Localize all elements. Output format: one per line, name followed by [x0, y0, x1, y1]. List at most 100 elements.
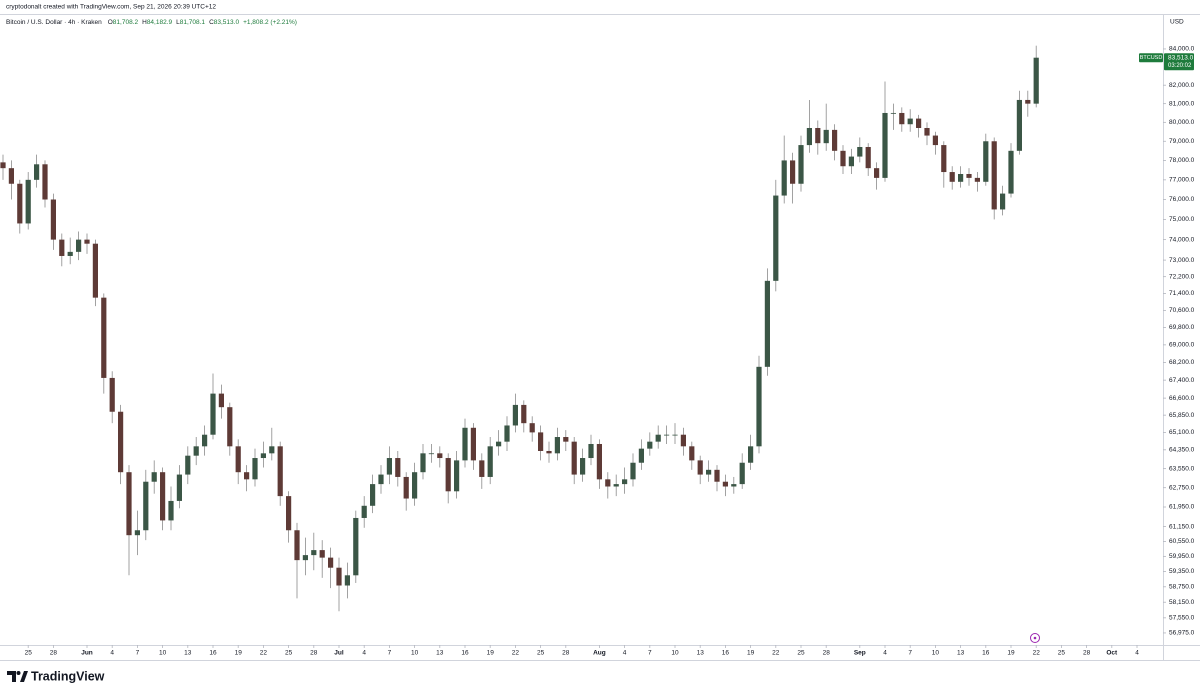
candle-body [504, 425, 510, 442]
candle-body [277, 446, 283, 497]
y-tick-label: 59,350.0 [1169, 568, 1195, 575]
candle-body [109, 377, 115, 412]
candle-body [311, 550, 317, 556]
x-tick-label: 22 [772, 650, 780, 657]
symbol-title: Bitcoin / U.S. Dollar · 4h · Kraken [6, 19, 102, 26]
ohlc-key: O [108, 19, 113, 26]
x-tick-label: 16 [982, 650, 990, 657]
y-tick-label: 80,000.0 [1169, 119, 1195, 126]
candle-body [907, 118, 913, 125]
candle-body [42, 164, 48, 200]
candle-body [832, 129, 838, 151]
x-tick-label: 10 [932, 650, 940, 657]
candle-body [563, 437, 569, 442]
x-tick-label: 4 [623, 650, 627, 657]
candle-body [857, 146, 863, 157]
y-tick-label: 65,850.0 [1169, 412, 1195, 419]
y-tick-label: 68,200.0 [1169, 359, 1195, 366]
candle-body [496, 441, 502, 447]
candle-body [689, 446, 695, 461]
candle-body [445, 458, 451, 492]
x-tick-label: 22 [260, 650, 268, 657]
candle-body [571, 441, 577, 475]
x-tick-label: 13 [957, 650, 965, 657]
candle-body [1033, 57, 1039, 104]
x-tick-label: 10 [671, 650, 679, 657]
candle-body [328, 557, 334, 568]
candle-body [50, 199, 56, 240]
candle-body [781, 160, 787, 196]
y-tick-label: 69,800.0 [1169, 324, 1195, 331]
candle-body [235, 446, 241, 473]
candle-body [470, 427, 476, 461]
x-tick-label: 13 [697, 650, 705, 657]
candle-body [932, 135, 938, 146]
x-tick-label: 19 [747, 650, 755, 657]
candle-body [210, 393, 216, 435]
candle-body [428, 453, 434, 455]
candle-body [84, 239, 90, 244]
candle-body [227, 407, 233, 447]
x-tick-label: 13 [184, 650, 192, 657]
candle-body [764, 280, 770, 367]
x-tick-label: 4 [883, 650, 887, 657]
replay-icon [1030, 633, 1040, 643]
candle-body [76, 239, 82, 252]
logo [7, 671, 28, 682]
x-tick-label: 25 [537, 650, 545, 657]
candle-body [605, 479, 611, 487]
y-tick-label: 61,950.0 [1169, 504, 1195, 511]
candle-body [160, 472, 166, 521]
candle-body [672, 434, 678, 436]
candle-body [512, 404, 518, 426]
y-tick-label: 78,000.0 [1169, 157, 1195, 164]
x-tick-label: 28 [823, 650, 831, 657]
candle-body [848, 156, 854, 167]
x-tick-label: 13 [436, 650, 444, 657]
x-tick-label: 4 [362, 650, 366, 657]
candle-body [487, 446, 493, 477]
candle-body [949, 172, 955, 182]
candle-body [966, 173, 972, 178]
change: +1,808.2 (+2.21%) [243, 19, 297, 26]
candles [0, 45, 1039, 612]
price-tag-symbol-box [1139, 53, 1163, 63]
candle-body [118, 411, 124, 473]
y-tick-label: 72,200.0 [1169, 273, 1195, 280]
candle-body [823, 129, 829, 144]
candle-body [378, 474, 384, 485]
ohlc-key: C [209, 19, 214, 26]
candle-body [176, 474, 182, 501]
candle-body [67, 251, 73, 256]
x-tick-label: Aug [593, 650, 606, 657]
candle-body [840, 150, 846, 167]
candle-body [706, 469, 712, 475]
candle-body [302, 555, 308, 561]
candle-body [815, 127, 821, 144]
y-tick-label: 77,000.0 [1169, 177, 1195, 184]
candle-body [353, 517, 359, 576]
candle-body [546, 450, 552, 454]
candle-body [454, 460, 460, 492]
y-tick-label: 69,000.0 [1169, 342, 1195, 349]
y-tick-label: 60,550.0 [1169, 538, 1195, 545]
ohlc-key: H [142, 19, 147, 26]
y-tick-label: 73,000.0 [1169, 257, 1195, 264]
candle-body [697, 460, 703, 475]
y-tick-label: 76,000.0 [1169, 196, 1195, 203]
candle-body [596, 443, 602, 480]
candle-body [252, 458, 258, 480]
x-tick-label: 4 [1135, 650, 1139, 657]
candle-body [739, 462, 745, 485]
x-tick-label: Jun [81, 650, 93, 657]
candle-body [521, 404, 527, 424]
candle-body [403, 476, 409, 499]
x-tick-label: 7 [388, 650, 392, 657]
y-tick-label: 58,750.0 [1169, 584, 1195, 591]
candle-body [395, 458, 401, 477]
x-tick-label: 19 [487, 650, 495, 657]
x-tick-label: 25 [1058, 650, 1066, 657]
candle-body [143, 481, 149, 531]
candle-body [134, 530, 140, 536]
x-tick-label: 28 [310, 650, 318, 657]
